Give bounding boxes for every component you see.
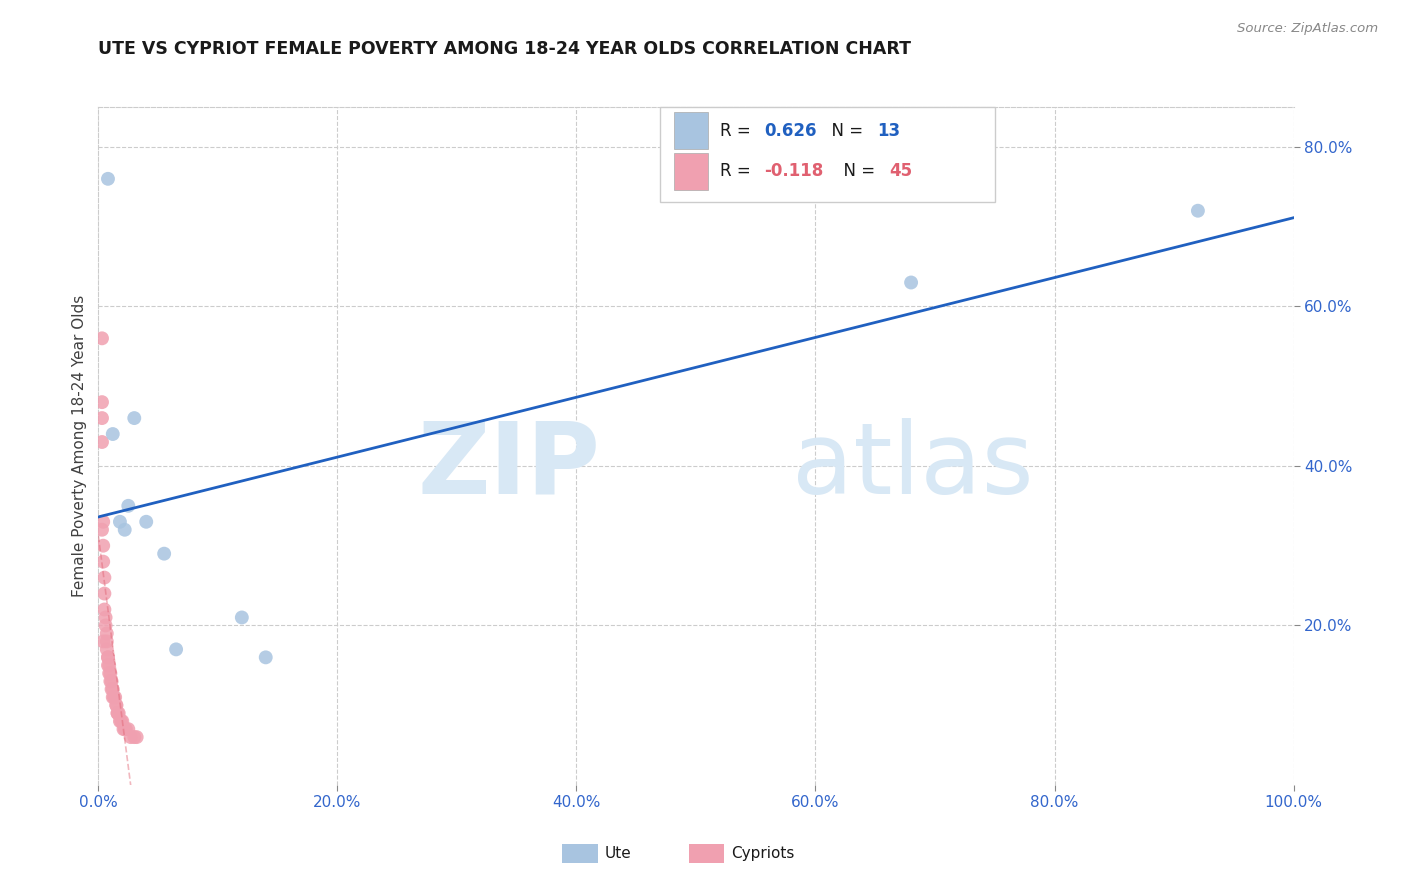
Text: Cypriots: Cypriots <box>731 847 794 861</box>
Point <box>124 730 146 744</box>
Text: Ute: Ute <box>605 847 631 861</box>
Point <box>153 547 176 561</box>
Point <box>93 602 115 616</box>
Point <box>91 411 114 425</box>
Text: R =: R = <box>720 162 756 180</box>
Point <box>101 690 124 705</box>
Point <box>97 171 120 186</box>
Point <box>111 714 134 728</box>
Point <box>91 523 114 537</box>
Point <box>91 555 114 569</box>
Point <box>93 586 115 600</box>
FancyBboxPatch shape <box>661 107 995 202</box>
Point <box>91 634 114 648</box>
Point <box>105 698 128 713</box>
Point <box>91 515 114 529</box>
Point <box>91 395 114 409</box>
Point <box>114 523 136 537</box>
Point <box>107 706 129 721</box>
Point <box>96 634 118 648</box>
Point <box>112 722 135 736</box>
Point <box>94 618 117 632</box>
Point <box>900 276 922 290</box>
Text: 45: 45 <box>890 162 912 180</box>
Point <box>101 682 124 697</box>
Point <box>98 666 122 681</box>
Y-axis label: Female Poverty Among 18-24 Year Olds: Female Poverty Among 18-24 Year Olds <box>72 295 87 597</box>
Point <box>105 698 128 713</box>
Text: atlas: atlas <box>792 417 1033 515</box>
Point <box>117 499 139 513</box>
Point <box>97 650 120 665</box>
Point <box>91 331 114 345</box>
Text: R =: R = <box>720 122 756 140</box>
Text: -0.118: -0.118 <box>763 162 824 180</box>
Text: Source: ZipAtlas.com: Source: ZipAtlas.com <box>1237 22 1378 36</box>
Point <box>110 714 132 728</box>
Point <box>120 730 142 744</box>
Text: 13: 13 <box>877 122 901 140</box>
Bar <box>675 153 709 190</box>
Point <box>231 610 253 624</box>
Point <box>100 682 122 697</box>
Point <box>98 666 121 681</box>
Point <box>91 539 114 553</box>
Text: N =: N = <box>834 162 880 180</box>
Point <box>1187 203 1209 218</box>
Point <box>96 626 118 640</box>
Point <box>93 571 115 585</box>
Point <box>98 658 121 673</box>
Point <box>117 722 139 736</box>
Bar <box>675 112 709 149</box>
Point <box>103 690 125 705</box>
Point <box>108 515 131 529</box>
Point <box>98 674 122 689</box>
Point <box>125 730 148 744</box>
Point <box>96 642 118 657</box>
Point <box>97 658 120 673</box>
Point <box>254 650 277 665</box>
Point <box>94 610 117 624</box>
Point <box>104 690 127 705</box>
Point <box>124 411 146 425</box>
Point <box>100 674 122 689</box>
Point <box>107 706 129 721</box>
Text: N =: N = <box>821 122 869 140</box>
Point <box>97 650 120 665</box>
Point <box>135 515 157 529</box>
Point <box>108 714 131 728</box>
Text: ZIP: ZIP <box>418 417 600 515</box>
Point <box>101 427 124 442</box>
Point <box>91 435 114 450</box>
Text: UTE VS CYPRIOT FEMALE POVERTY AMONG 18-24 YEAR OLDS CORRELATION CHART: UTE VS CYPRIOT FEMALE POVERTY AMONG 18-2… <box>98 40 911 58</box>
Point <box>165 642 187 657</box>
Point <box>114 722 136 736</box>
Point <box>115 722 138 736</box>
Text: 0.626: 0.626 <box>763 122 817 140</box>
Point <box>107 706 129 721</box>
